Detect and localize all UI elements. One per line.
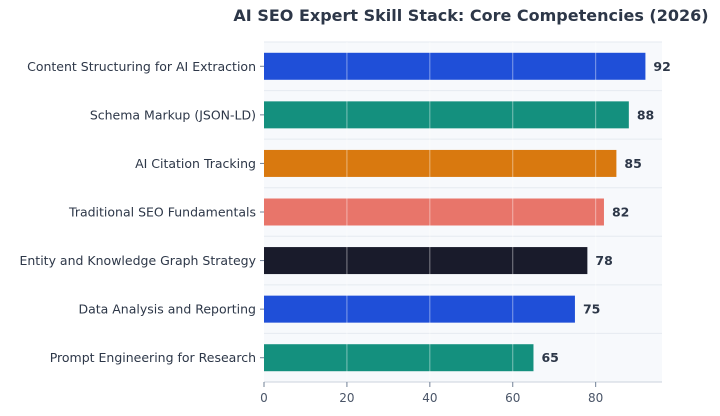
bar-3 xyxy=(264,149,617,177)
category-label: Data Analysis and Reporting xyxy=(78,302,256,317)
value-label: 92 xyxy=(653,59,670,74)
value-label: 78 xyxy=(595,253,612,268)
x-tick-label: 60 xyxy=(505,391,520,405)
bar-4 xyxy=(264,198,604,226)
x-tick-label: 20 xyxy=(339,391,354,405)
value-label: 65 xyxy=(541,350,558,365)
category-label: Schema Markup (JSON-LD) xyxy=(90,107,256,122)
x-tick-label: 40 xyxy=(422,391,437,405)
bar-5 xyxy=(264,247,588,275)
bar-7 xyxy=(264,344,534,372)
bar-2 xyxy=(264,101,629,129)
category-label: Content Structuring for AI Extraction xyxy=(27,59,256,74)
x-tick-label: 0 xyxy=(260,391,268,405)
value-label: 82 xyxy=(612,205,629,220)
value-label: 75 xyxy=(583,302,600,317)
category-label: AI Citation Tracking xyxy=(135,156,256,171)
chart-title: AI SEO Expert Skill Stack: Core Competen… xyxy=(233,6,709,25)
bar-6 xyxy=(264,295,575,323)
category-label: Prompt Engineering for Research xyxy=(50,350,256,365)
value-label: 88 xyxy=(637,107,654,122)
category-label: Traditional SEO Fundamentals xyxy=(68,205,256,220)
value-label: 85 xyxy=(624,156,641,171)
bar-1 xyxy=(264,52,646,80)
x-tick-label: 80 xyxy=(588,391,603,405)
category-label: Entity and Knowledge Graph Strategy xyxy=(19,253,256,268)
